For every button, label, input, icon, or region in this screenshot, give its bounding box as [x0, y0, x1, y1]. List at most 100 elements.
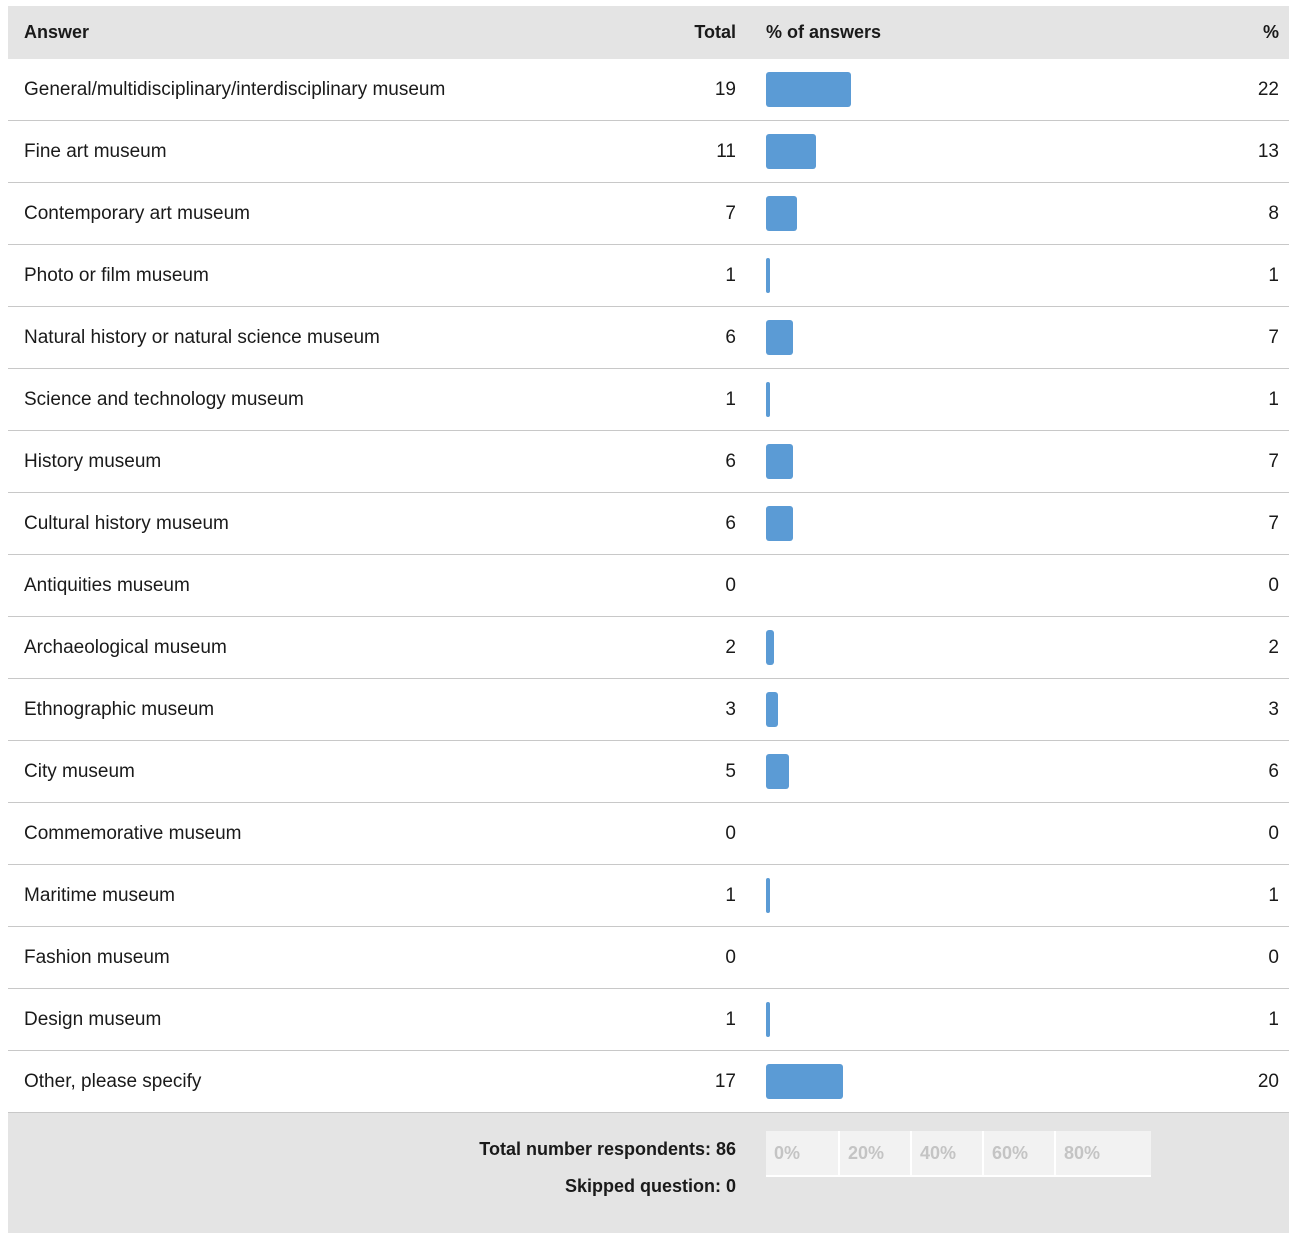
bar-cell	[736, 245, 1036, 306]
answer-total: 2	[725, 636, 736, 658]
answer-label: Cultural history museum	[24, 512, 229, 534]
answer-label: Ethnographic museum	[24, 698, 215, 720]
bar	[766, 382, 770, 417]
answer-percent: 0	[1268, 822, 1279, 844]
answer-percent: 2	[1268, 636, 1279, 658]
answer-percent: 8	[1268, 202, 1279, 224]
bar-cell	[736, 431, 1036, 492]
bar	[766, 1002, 770, 1037]
table-row: Science and technology museum 1 1	[8, 369, 1289, 431]
bar	[766, 630, 774, 665]
table-row: Maritime museum 1 1	[8, 865, 1289, 927]
answer-percent: 1	[1268, 264, 1279, 286]
answer-label: Design museum	[24, 1008, 162, 1030]
answer-label: Antiquities museum	[24, 574, 190, 596]
bar-cell	[736, 741, 1036, 802]
bar	[766, 258, 770, 293]
skipped-question: Skipped question: 0	[564, 1176, 736, 1196]
answer-total: 6	[725, 512, 736, 534]
answer-total: 7	[725, 202, 736, 224]
scale-tick: 20%	[838, 1131, 884, 1175]
percent-scale: 0% 20% 40% 60% 80%	[766, 1131, 1151, 1177]
answer-label: Archaeological museum	[24, 636, 227, 658]
bar	[766, 1064, 843, 1099]
answer-label: City museum	[24, 760, 135, 782]
answer-total: 3	[725, 698, 736, 720]
answer-label: Contemporary art museum	[24, 202, 250, 224]
answer-label: Fine art museum	[24, 140, 167, 162]
answer-percent: 0	[1268, 946, 1279, 968]
header-total: Total	[694, 22, 736, 42]
answer-total: 1	[725, 264, 736, 286]
results-table: Answer Total % of answers % General/mult…	[8, 6, 1289, 1233]
answer-total: 1	[725, 388, 736, 410]
bar-cell	[736, 369, 1036, 430]
table-row: Ethnographic museum 3 3	[8, 679, 1289, 741]
answer-label: History museum	[24, 450, 162, 472]
answer-label: Other, please specify	[24, 1070, 202, 1092]
answer-percent: 1	[1268, 388, 1279, 410]
table-footer: Total number respondents: 86 Skipped que…	[8, 1113, 1289, 1233]
header-pct-answers: % of answers	[766, 22, 882, 42]
table-row: Design museum 1 1	[8, 989, 1289, 1051]
total-respondents: Total number respondents: 86	[479, 1139, 736, 1159]
answer-label: Fashion museum	[24, 946, 170, 968]
answer-total: 6	[725, 450, 736, 472]
answer-total: 11	[716, 140, 736, 162]
scale-tick: 0%	[774, 1143, 801, 1163]
answer-label: Maritime museum	[24, 884, 175, 906]
table-row: Photo or film museum 1 1	[8, 245, 1289, 307]
answer-label: Photo or film museum	[24, 264, 209, 286]
answer-percent: 1	[1268, 1008, 1279, 1030]
answer-label: General/multidisciplinary/interdisciplin…	[24, 78, 446, 100]
bar-cell	[736, 183, 1036, 244]
bar	[766, 320, 793, 355]
bar-cell	[736, 803, 1036, 864]
table-row: Fine art museum 11 13	[8, 121, 1289, 183]
bar-cell	[736, 617, 1036, 678]
header-answer: Answer	[24, 22, 90, 42]
scale-tick: 40%	[910, 1131, 956, 1175]
answer-percent: 7	[1268, 450, 1279, 472]
bar-cell	[736, 927, 1036, 988]
table-row: Cultural history museum 6 7	[8, 493, 1289, 555]
header-pct: %	[1262, 22, 1279, 42]
answer-percent: 1	[1268, 884, 1279, 906]
answer-total: 17	[714, 1070, 736, 1092]
answer-total: 1	[725, 1008, 736, 1030]
bar-cell	[736, 307, 1036, 368]
scale-tick: 60%	[982, 1131, 1028, 1175]
table-row: Archaeological museum 2 2	[8, 617, 1289, 679]
answer-total: 6	[725, 326, 736, 348]
table-row: City museum 5 6	[8, 741, 1289, 803]
answer-percent: 22	[1257, 78, 1279, 100]
table-body: General/multidisciplinary/interdisciplin…	[8, 59, 1289, 1113]
table-row: Antiquities museum 0 0	[8, 555, 1289, 617]
answer-percent: 0	[1268, 574, 1279, 596]
answer-percent: 6	[1268, 760, 1279, 782]
table-header: Answer Total % of answers %	[8, 6, 1289, 59]
answer-total: 1	[725, 884, 736, 906]
bar-cell	[736, 679, 1036, 740]
bar	[766, 444, 793, 479]
table-row: History museum 6 7	[8, 431, 1289, 493]
bar	[766, 134, 817, 169]
answer-label: Commemorative museum	[24, 822, 242, 844]
answer-total: 0	[725, 946, 736, 968]
table-row: Other, please specify 17 20	[8, 1051, 1289, 1113]
bar	[766, 692, 778, 727]
answer-label: Natural history or natural science museu…	[24, 326, 380, 348]
bar-cell	[736, 989, 1036, 1050]
table-row: Contemporary art museum 7 8	[8, 183, 1289, 245]
bar-cell	[736, 493, 1036, 554]
table-row: Natural history or natural science museu…	[8, 307, 1289, 369]
bar-cell	[736, 865, 1036, 926]
answer-total: 5	[725, 760, 736, 782]
answer-total: 0	[725, 822, 736, 844]
table-row: Commemorative museum 0 0	[8, 803, 1289, 865]
answer-percent: 13	[1257, 140, 1279, 162]
answer-label: Science and technology museum	[24, 388, 304, 410]
answer-percent: 7	[1268, 326, 1279, 348]
bar-cell	[736, 555, 1036, 616]
answer-total: 19	[714, 78, 736, 100]
